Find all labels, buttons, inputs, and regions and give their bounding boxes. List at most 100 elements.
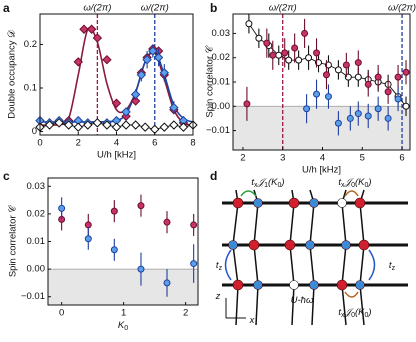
- data-point: [111, 122, 122, 132]
- text-part: 𝒥: [344, 177, 355, 188]
- data-point: [402, 102, 410, 110]
- data-point: [102, 54, 112, 65]
- x-tick-label: 2: [76, 138, 81, 149]
- text-part: t: [216, 260, 219, 271]
- data-point: [275, 51, 283, 59]
- negative-region: [48, 269, 198, 305]
- text-part: z: [215, 291, 221, 302]
- data-point: [334, 66, 342, 74]
- text-part: ): [280, 177, 284, 188]
- data-point: [342, 61, 350, 69]
- x-axis-label: K0: [118, 320, 128, 333]
- y-axis-label: Double occupancy 𝒟: [7, 30, 18, 119]
- x-tick-label: 2: [240, 153, 245, 164]
- y-tick-label: 0.00: [212, 101, 231, 112]
- data-point: [121, 120, 131, 130]
- text-part: x: [249, 315, 256, 326]
- data-point: [86, 24, 97, 34]
- y-tick-label: 0.2: [24, 39, 37, 50]
- text-part: ): [367, 177, 371, 188]
- text-part: t: [338, 307, 341, 318]
- y-tick-label: 0.03: [27, 181, 46, 192]
- panel-label: c: [3, 169, 10, 183]
- data-point: [313, 90, 321, 98]
- diagram-label: tx𝒥0(K0): [338, 307, 371, 320]
- panel-label: a: [3, 1, 10, 15]
- panel-label: d: [210, 169, 217, 183]
- data-point: [384, 88, 392, 96]
- data-point: [354, 73, 362, 81]
- y-axis-label: Spin correlator 𝒞: [205, 44, 216, 117]
- data-point: [301, 29, 309, 37]
- data-point: [269, 51, 277, 59]
- data-point: [354, 59, 362, 67]
- text-part: ): [367, 307, 371, 318]
- data-point: [73, 122, 83, 132]
- diagram-label: z: [215, 291, 221, 302]
- resonance-label: ω/(2π): [388, 3, 416, 14]
- text-part: x: [254, 182, 258, 189]
- y-tick-label: 0.02: [27, 208, 46, 219]
- text-part: (K: [355, 307, 365, 318]
- y-tick-label: 0.00: [27, 264, 46, 275]
- x-tick-label: 1: [121, 308, 126, 319]
- y-tick-label: 0: [32, 126, 37, 137]
- text-part: x: [341, 182, 345, 189]
- data-point: [402, 68, 410, 76]
- diagram-label: U-ħω: [291, 295, 314, 306]
- text-part: K: [118, 320, 125, 331]
- x-tick-label: 0: [59, 308, 64, 319]
- data-point: [243, 100, 251, 108]
- diagram-label: tx𝒥0(K0): [338, 177, 371, 190]
- negative-region: [233, 106, 410, 150]
- text-part: 1: [264, 182, 268, 189]
- data-point: [44, 120, 55, 130]
- data-point: [354, 110, 362, 118]
- text-part: x: [341, 312, 345, 319]
- data-point: [394, 73, 402, 81]
- data-point: [163, 279, 171, 287]
- data-point: [334, 119, 342, 127]
- text-part: 0: [365, 182, 369, 189]
- text-part: t: [251, 177, 254, 188]
- text-part: t: [389, 260, 392, 271]
- x-axis-label: U/h [kHz]: [97, 150, 136, 161]
- data-point: [394, 95, 402, 103]
- data-point: [63, 120, 74, 130]
- lattice: [222, 189, 408, 326]
- data-point: [159, 68, 170, 78]
- data-point: [92, 118, 103, 128]
- x-tick-label: 0: [37, 138, 42, 149]
- data-point: [121, 107, 131, 117]
- data-point: [54, 118, 64, 128]
- diagram-label: tz: [216, 260, 223, 273]
- diagram-label: tx𝒥1(K0): [251, 177, 284, 190]
- data-point: [190, 260, 198, 268]
- text-part: z: [392, 265, 396, 272]
- resonance-label: ω/(2π): [269, 3, 297, 14]
- y-tick-label: 0.03: [212, 28, 231, 39]
- y-tick-label: 0.1: [24, 83, 37, 94]
- data-point: [374, 105, 382, 113]
- data-point: [153, 52, 164, 63]
- text-part: t: [338, 177, 341, 188]
- data-point: [148, 46, 158, 56]
- data-point: [322, 71, 330, 79]
- x-axis-label: U/h [kHz]: [302, 165, 341, 176]
- data-point: [58, 204, 66, 212]
- diagram-label: tz: [389, 260, 396, 273]
- data-point: [305, 54, 313, 62]
- x-tick-label: 8: [190, 138, 195, 149]
- data-point: [364, 80, 372, 88]
- data-point: [73, 57, 83, 67]
- panel-label: b: [210, 1, 217, 15]
- data-point: [83, 120, 93, 130]
- data-point: [324, 93, 332, 101]
- text-part: 0: [351, 182, 355, 189]
- x-tick-label: 4: [114, 138, 119, 149]
- data-point: [84, 221, 92, 229]
- diagram-label: x: [249, 315, 256, 326]
- data-point: [110, 246, 118, 254]
- text-part: 𝒥: [344, 307, 355, 318]
